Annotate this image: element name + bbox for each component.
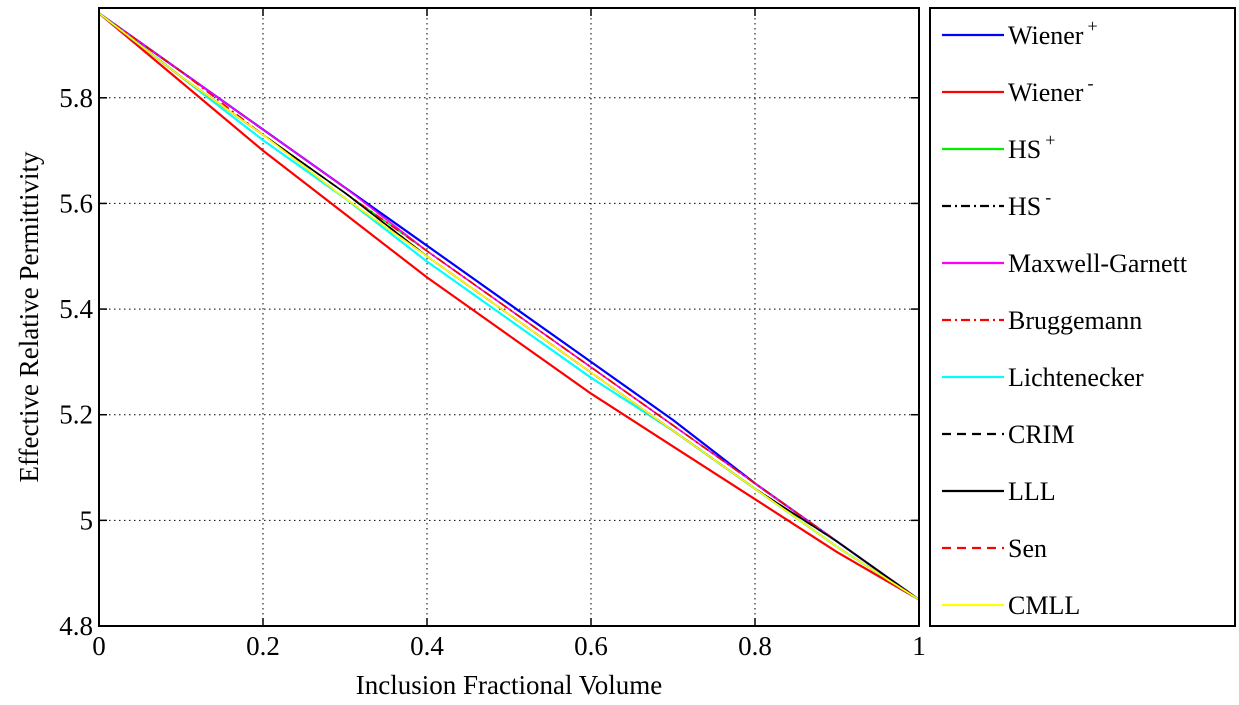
legend-item: HS - [942, 187, 1051, 221]
legend-name: CRIM [1008, 420, 1074, 449]
axis-ticks: 0 0.2 0.4 0.6 0.8 1 4.8 5 5.2 5.4 5.6 5.8 [59, 8, 926, 661]
legend-item: CMLL [942, 591, 1080, 620]
legend-superscript: + [1087, 16, 1097, 36]
y-tick-label: 5.6 [59, 188, 93, 218]
legend-name: HS [1008, 135, 1041, 164]
x-tick-label: 0.6 [574, 631, 608, 661]
x-tick-label: 0 [92, 631, 106, 661]
legend-item: CRIM [942, 420, 1074, 449]
legend-label: HS - [1008, 187, 1051, 221]
legend-name: Bruggemann [1008, 306, 1142, 335]
legend-label: Lichtenecker [1008, 363, 1144, 392]
y-tick-label: 5.4 [59, 294, 93, 324]
legend-label: CRIM [1008, 420, 1074, 449]
legend-label: HS + [1008, 130, 1055, 164]
legend-label: Wiener - [1008, 73, 1093, 107]
legend-superscript: - [1087, 73, 1093, 93]
legend-item: Maxwell-Garnett [942, 249, 1188, 278]
legend-label: Sen [1008, 534, 1047, 563]
legend-item: Bruggemann [942, 306, 1142, 335]
legend-name: Wiener [1008, 21, 1084, 50]
legend-item: LLL [942, 477, 1056, 506]
series-line-11 [98, 12, 920, 601]
legend-name: CMLL [1008, 591, 1080, 620]
legend-name: Maxwell-Garnett [1008, 249, 1188, 278]
x-tick-label: 0.4 [410, 631, 444, 661]
legend: Wiener +Wiener -HS +HS -Maxwell-GarnettBrugg… [929, 7, 1236, 627]
x-tick-label: 0.8 [738, 631, 772, 661]
series-lines [98, 12, 920, 601]
legend-superscript: + [1045, 130, 1055, 150]
legend-name: HS [1008, 192, 1041, 221]
series-line-2 [98, 12, 920, 601]
legend-item: Wiener + [942, 16, 1098, 50]
legend-label: Maxwell-Garnett [1008, 249, 1188, 278]
legend-name: Lichtenecker [1008, 363, 1144, 392]
y-tick-label: 4.8 [59, 611, 93, 641]
y-tick-label: 5.2 [59, 400, 93, 430]
legend-superscript: - [1045, 187, 1051, 207]
legend-item: HS + [942, 130, 1055, 164]
y-axis-label: Effective Relative Permittivity [14, 151, 44, 482]
legend-item: Sen [942, 534, 1047, 563]
legend-item: Lichtenecker [942, 363, 1144, 392]
legend-label: Wiener + [1008, 16, 1098, 50]
legend-label: LLL [1008, 477, 1056, 506]
y-tick-label: 5 [80, 505, 94, 535]
x-tick-label: 1 [912, 631, 926, 661]
legend-item: Wiener - [942, 73, 1093, 107]
legend-name: Sen [1008, 534, 1047, 563]
legend-label: Bruggemann [1008, 306, 1142, 335]
legend-name: LLL [1008, 477, 1056, 506]
legend-label: CMLL [1008, 591, 1080, 620]
legend-box [929, 7, 1236, 627]
x-axis-label: Inclusion Fractional Volume [356, 670, 662, 700]
y-tick-label: 5.8 [59, 83, 93, 113]
x-tick-label: 0.2 [246, 631, 280, 661]
plot-frame [98, 7, 920, 627]
legend-name: Wiener [1008, 78, 1084, 107]
series-line-6 [98, 12, 920, 601]
